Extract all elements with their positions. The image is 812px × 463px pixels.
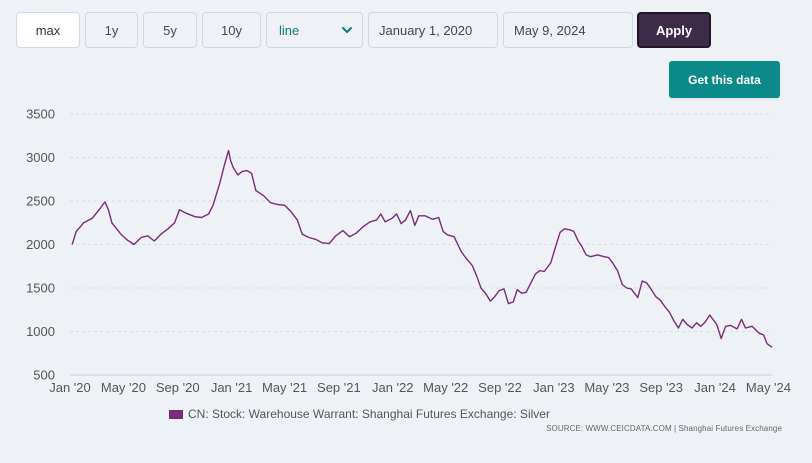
- range-5y-button[interactable]: 5y: [143, 12, 197, 48]
- y-tick-label: 1000: [26, 324, 55, 339]
- y-tick-label: 3000: [26, 150, 55, 165]
- y-tick-label: 3500: [26, 107, 55, 122]
- range-10y-button[interactable]: 10y: [202, 12, 261, 48]
- range-max-button[interactable]: max: [16, 12, 80, 48]
- x-tick-label: Sep '20: [156, 380, 200, 395]
- x-tick-label: May '22: [423, 380, 468, 395]
- toolbar: max 1y 5y 10y line January 1, 2020 May 9…: [16, 12, 796, 50]
- y-tick-label: 2500: [26, 194, 55, 209]
- chart-type-value: line: [279, 22, 300, 38]
- y-tick-label: 1500: [26, 281, 55, 296]
- legend-label: CN: Stock: Warehouse Warrant: Shanghai F…: [188, 407, 550, 421]
- legend-swatch: [169, 409, 183, 419]
- x-tick-label: Jan '20: [49, 380, 91, 395]
- x-tick-label: May '21: [262, 380, 307, 395]
- x-tick-label: May '20: [101, 380, 146, 395]
- chart-type-select[interactable]: line: [266, 12, 363, 48]
- x-tick-label: Sep '21: [317, 380, 361, 395]
- x-tick-label: Jan '21: [211, 380, 253, 395]
- source-note: SOURCE: WWW.CEICDATA.COM | Shanghai Futu…: [546, 424, 782, 433]
- x-tick-label: Jan '22: [372, 380, 414, 395]
- range-1y-button[interactable]: 1y: [85, 12, 138, 48]
- end-date-input[interactable]: May 9, 2024: [503, 12, 633, 48]
- get-this-data-button[interactable]: Get this data: [669, 61, 780, 98]
- x-tick-label: Jan '24: [694, 380, 736, 395]
- chevron-down-icon: [340, 23, 354, 37]
- legend: CN: Stock: Warehouse Warrant: Shanghai F…: [169, 407, 550, 421]
- y-tick-label: 500: [33, 368, 55, 383]
- x-tick-label: Sep '22: [478, 380, 522, 395]
- series-line: [71, 149, 773, 348]
- y-tick-label: 2000: [26, 237, 55, 252]
- x-tick-label: Jan '23: [533, 380, 575, 395]
- x-tick-label: Sep '23: [639, 380, 683, 395]
- x-tick-label: May '23: [584, 380, 629, 395]
- apply-button[interactable]: Apply: [637, 12, 711, 48]
- x-tick-label: May '24: [746, 380, 791, 395]
- start-date-input[interactable]: January 1, 2020: [368, 12, 498, 48]
